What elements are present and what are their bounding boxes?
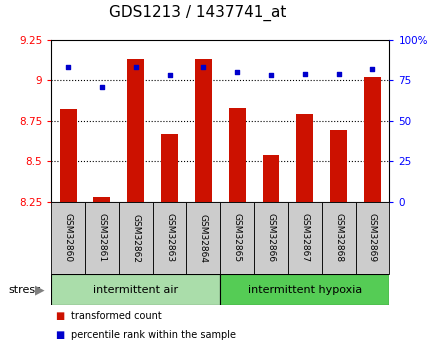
Point bbox=[234, 69, 241, 75]
Text: GSM32863: GSM32863 bbox=[165, 214, 174, 263]
Point bbox=[166, 72, 173, 78]
Text: intermittent air: intermittent air bbox=[93, 285, 178, 295]
Bar bbox=[356, 202, 389, 274]
Bar bbox=[161, 134, 178, 202]
Bar bbox=[364, 77, 381, 202]
Text: GSM32860: GSM32860 bbox=[64, 214, 73, 263]
Bar bbox=[263, 155, 279, 202]
Point bbox=[335, 71, 342, 77]
Bar bbox=[51, 274, 220, 305]
Text: GSM32869: GSM32869 bbox=[368, 214, 377, 263]
Text: GDS1213 / 1437741_at: GDS1213 / 1437741_at bbox=[109, 4, 287, 21]
Bar bbox=[229, 108, 246, 202]
Text: GSM32868: GSM32868 bbox=[334, 214, 343, 263]
Bar bbox=[220, 202, 254, 274]
Point bbox=[200, 65, 207, 70]
Text: intermittent hypoxia: intermittent hypoxia bbox=[248, 285, 362, 295]
Bar bbox=[296, 114, 313, 202]
Bar bbox=[85, 202, 119, 274]
Text: ▶: ▶ bbox=[35, 283, 45, 296]
Bar bbox=[220, 274, 389, 305]
Point bbox=[369, 66, 376, 72]
Text: GSM32862: GSM32862 bbox=[131, 214, 140, 263]
Text: percentile rank within the sample: percentile rank within the sample bbox=[71, 330, 236, 339]
Text: ■: ■ bbox=[56, 311, 65, 321]
Bar bbox=[119, 202, 153, 274]
Bar bbox=[195, 59, 212, 202]
Text: ■: ■ bbox=[56, 330, 65, 339]
Bar bbox=[153, 202, 186, 274]
Text: GSM32865: GSM32865 bbox=[233, 214, 242, 263]
Text: GSM32866: GSM32866 bbox=[267, 214, 275, 263]
Point bbox=[267, 72, 275, 78]
Text: GSM32867: GSM32867 bbox=[300, 214, 309, 263]
Bar bbox=[288, 202, 322, 274]
Point bbox=[132, 65, 139, 70]
Text: GSM32864: GSM32864 bbox=[199, 214, 208, 263]
Point bbox=[65, 65, 72, 70]
Text: transformed count: transformed count bbox=[71, 311, 162, 321]
Bar bbox=[93, 197, 110, 202]
Point bbox=[98, 84, 105, 89]
Bar bbox=[127, 59, 144, 202]
Bar bbox=[330, 130, 347, 202]
Bar bbox=[322, 202, 356, 274]
Bar bbox=[254, 202, 288, 274]
Bar bbox=[186, 202, 220, 274]
Point bbox=[301, 71, 308, 77]
Bar bbox=[51, 202, 85, 274]
Bar bbox=[60, 109, 77, 202]
Text: stress: stress bbox=[9, 285, 42, 295]
Text: GSM32861: GSM32861 bbox=[97, 214, 106, 263]
